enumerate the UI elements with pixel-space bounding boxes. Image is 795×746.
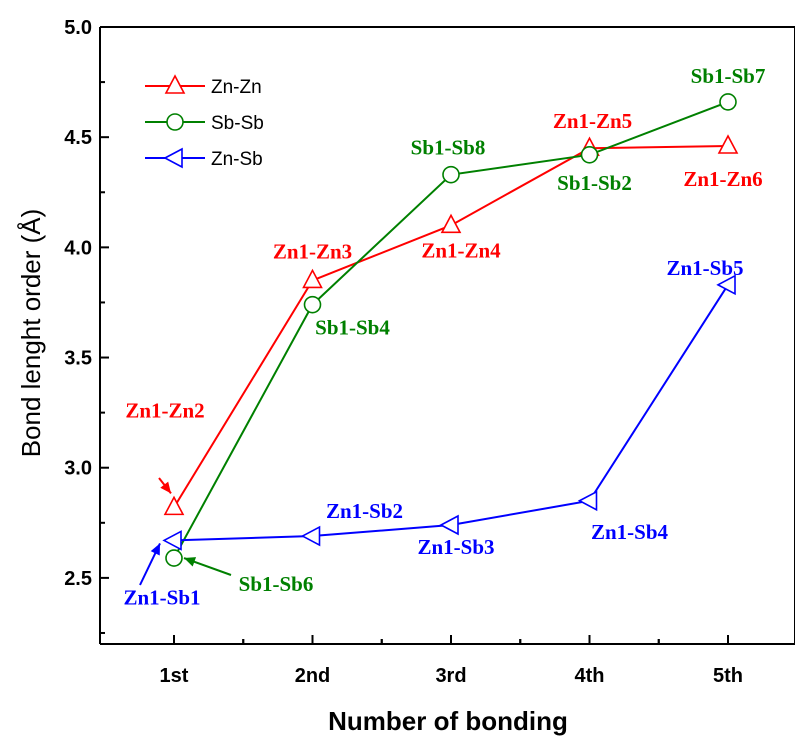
x-axis-title: Number of bonding [328,706,568,736]
legend-label-zn-zn: Zn-Zn [211,77,262,98]
data-point-sb-sb [303,295,322,314]
y-tick-label: 2.5 [64,568,92,590]
annotation-zn-zn: Zn1-Zn6 [683,167,762,191]
annotation-zn-zn: Zn1-Zn4 [421,238,501,262]
data-point-sb-sb [719,93,737,111]
annotation-zn-sb: Zn1-Sb2 [326,499,403,523]
data-point-zn-zn [440,213,462,234]
arrow-sb-sb [183,557,232,576]
legend-label-zn-sb: Zn-Sb [211,149,263,170]
x-tick-label: 4th [575,665,605,687]
legend-marker-zn-zn [164,74,186,94]
series-zn-zn [163,134,739,516]
chart-axes: 2.5 3.0 3.5 4.0 4.5 5.0 1st 2nd 3rd 4th 5th [64,17,795,687]
legend-item-zn-sb: Zn-Sb [145,147,263,170]
y-tick-label: 3.0 [64,458,92,480]
annotation-zn-sb: Zn1-Sb1 [123,585,200,609]
y-axis-title: Bond lenght order (Å) [16,209,46,458]
annotation-sb-sb: Sb1-Sb7 [691,64,766,88]
annotation-sb-sb: Sb1-Sb6 [239,572,314,596]
x-tick-label: 2nd [295,665,331,687]
annotation-zn-sb: Zn1-Sb5 [666,256,743,280]
arrow-zn-zn [158,477,172,494]
data-point-zn-zn [717,134,739,154]
y-tick-label: 4.5 [64,127,92,149]
legend-label-sb-sb: Sb-Sb [211,113,264,134]
annotation-sb-sb: Sb1-Sb4 [315,316,390,340]
legend: Zn-Zn Sb-Sb Zn-Sb [145,74,264,170]
arrow-sb-sb-head [184,557,197,567]
annotation-sb-sb: Sb1-Sb2 [557,171,632,195]
data-point-zn-sb [577,490,598,512]
data-point-sb-sb [442,165,460,184]
arrow-zn-sb-head [150,543,160,556]
arrow-zn-zn-head [160,481,171,494]
legend-item-sb-sb: Sb-Sb [145,113,264,134]
legend-marker-zn-sb [163,147,183,169]
annotation-zn-zn: Zn1-Zn5 [553,109,632,133]
annotation-zn-sb: Zn1-Sb3 [417,535,494,559]
data-point-zn-zn [163,495,185,516]
data-point-zn-sb [300,525,321,547]
annotation-zn-zn: Zn1-Zn3 [273,239,352,263]
series-line-zn-zn [173,144,729,508]
legend-marker-sb-sb [166,113,184,131]
x-tick-label: 3rd [435,665,466,687]
series-zn-sb [162,274,736,551]
y-tick-label: 5.0 [64,17,92,39]
series-layer [162,93,739,567]
series-line-zn-sb [173,284,729,542]
x-tick-label: 5th [713,665,743,687]
annotation-sb-sb: Sb1-Sb8 [411,136,486,160]
annotation-zn-sb: Zn1-Sb4 [591,520,669,544]
y-tick-label: 3.5 [64,348,92,370]
point-annotations: Zn1-Zn2 Zn1-Zn3 Zn1-Zn4 Zn1-Zn5 Zn1-Zn6 Sb1-S… [123,64,765,610]
data-point-sb-sb [580,146,599,164]
annotation-zn-zn: Zn1-Zn2 [125,398,204,422]
data-point-zn-sb [162,530,182,551]
x-tick-label: 1st [160,665,189,687]
data-point-zn-sb [716,274,736,296]
data-point-zn-sb [439,514,459,536]
data-point-sb-sb [165,549,183,567]
legend-item-zn-zn: Zn-Zn [145,74,262,98]
y-tick-label: 4.0 [64,237,92,259]
arrow-zn-sb [139,542,161,586]
data-point-zn-zn [302,268,323,289]
series-sb-sb [165,93,737,567]
